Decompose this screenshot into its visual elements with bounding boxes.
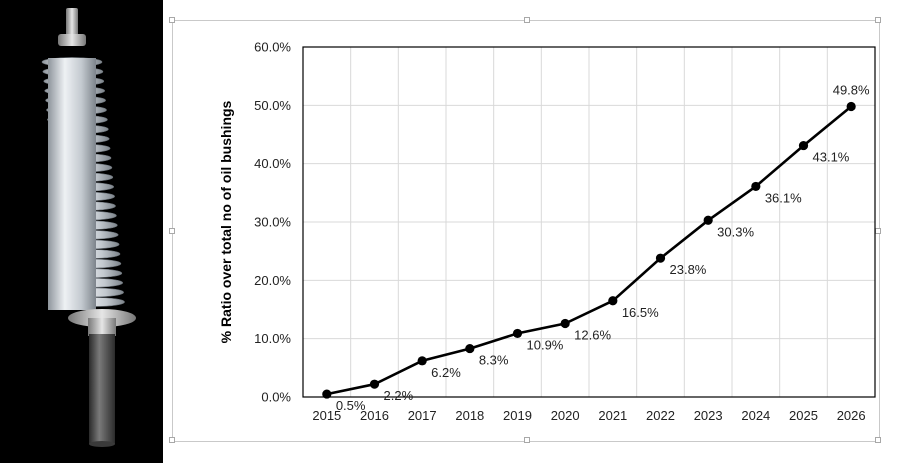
line-chart: 0.0%10.0%20.0%30.0%40.0%50.0%60.0% 2015 2… [218,40,876,423]
data-label: 8.3% [479,353,509,368]
data-label: 43.1% [813,150,850,165]
x-tick-label: 2017 [408,408,437,423]
series-markers [322,101,856,399]
y-tick-label: 10.0% [254,331,291,346]
resize-handle-top-right[interactable] [875,17,881,23]
bushing-icon [41,8,136,447]
data-point [751,181,761,192]
y-tick-label: 60.0% [254,40,291,55]
y-tick-label: 30.0% [254,215,291,230]
x-tick-label: 2026 [837,408,866,423]
gridlines [303,46,875,398]
y-axis-ticks: 0.0% 10.0% 20.0% 30.0% 40.0% 50.0% 60.0% [254,40,291,405]
resize-handle-top-left[interactable] [169,17,175,23]
series-line [326,105,853,396]
x-tick-label: 2016 [360,408,389,423]
x-tick-label: 2021 [598,408,627,423]
x-axis-ticks: 2015 2016 2017 2018 2019 2020 2021 2022 2023 2024… [312,408,865,423]
data-label: 16.5% [622,305,659,320]
x-tick-label: 2018 [455,408,484,423]
data-label: 23.8% [670,262,707,277]
resize-handle-bottom-right[interactable] [875,437,881,443]
data-label: 36.1% [765,190,802,205]
data-point [798,140,809,151]
y-tick-label: 50.0% [254,98,291,113]
data-label: 30.3% [717,224,754,239]
data-point [608,296,618,306]
data-label: 0.5% [336,398,366,413]
data-point [703,215,713,225]
data-point [417,356,427,366]
data-point [655,253,666,263]
x-tick-label: 2023 [694,408,723,423]
data-point [322,389,332,399]
data-point [846,101,856,112]
resize-handle-top[interactable] [524,17,530,23]
x-tick-label: 2020 [551,408,580,423]
y-tick-label: 40.0% [254,156,291,171]
data-label: 49.8% [833,83,870,98]
x-tick-label: 2022 [646,408,675,423]
resize-handle-left[interactable] [169,228,175,234]
data-point [465,343,475,354]
data-point [512,328,523,339]
data-label: 12.6% [574,328,611,343]
bushing-photo [0,0,163,463]
y-axis-title: % Ratio over total no of oil bushings [218,100,234,343]
data-labels: 0.5% 2.2% 6.2% 8.3% 10.9% 12.6% 16.5% 23.8% 30.3… [336,83,870,414]
data-label: 2.2% [384,388,414,403]
resize-handle-bottom-left[interactable] [169,437,175,443]
plot-area-border [302,46,876,398]
data-label: 10.9% [527,337,564,352]
data-label: 6.2% [431,365,461,380]
data-point [560,318,570,329]
data-point [369,379,380,389]
y-tick-label: 20.0% [254,273,291,288]
y-tick-label: 0.0% [261,390,291,405]
chart-area[interactable]: 0.0% 10.0% 20.0% 30.0% 40.0% 50.0% 60.0% 2015 2… [169,17,881,443]
series-line-path [326,105,853,396]
resize-handle-bottom[interactable] [524,437,530,443]
x-tick-label: 2019 [503,408,532,423]
x-tick-label: 2024 [741,408,770,423]
x-tick-label: 2025 [789,408,818,423]
x-tick-label: 2015 [312,408,341,423]
